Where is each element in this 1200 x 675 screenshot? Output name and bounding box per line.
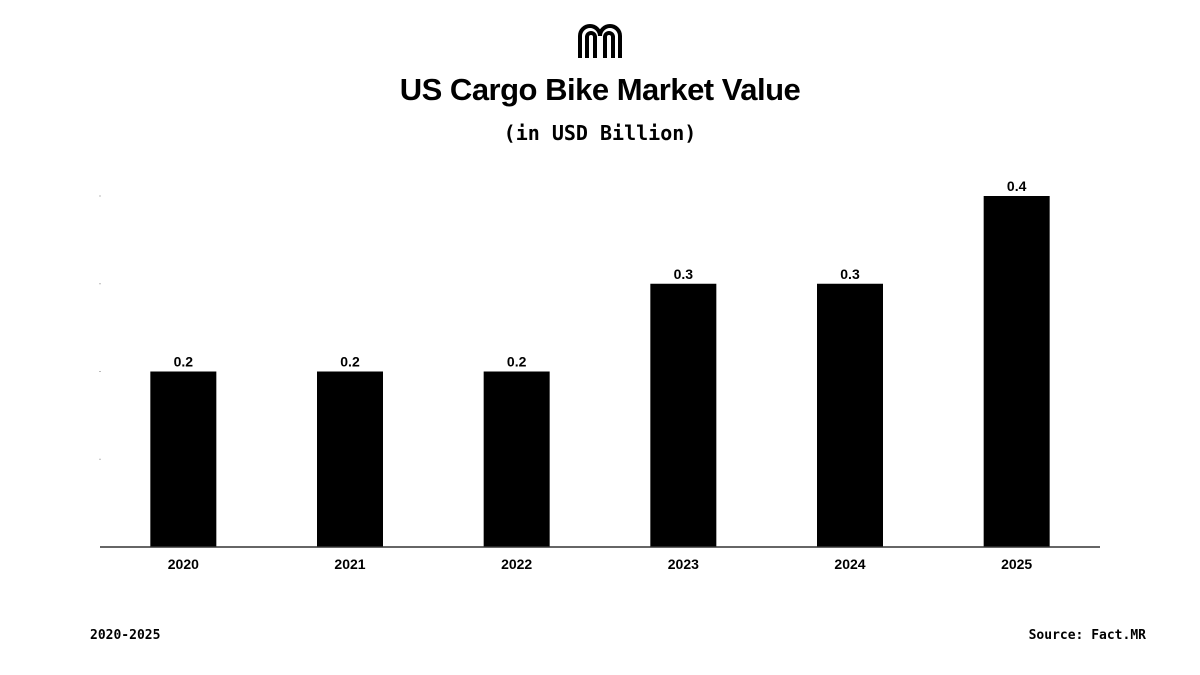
data-label-2020: 0.2 — [174, 354, 194, 370]
data-label-2024: 0.3 — [840, 266, 860, 282]
x-tick-label-2020: 2020 — [168, 556, 199, 572]
x-tick-label-2021: 2021 — [334, 556, 365, 572]
chart-subtitle: (in USD Billion) — [503, 121, 697, 145]
x-tick-label-2022: 2022 — [501, 556, 532, 572]
bar-2020 — [150, 371, 217, 547]
x-tick-label-2025: 2025 — [1001, 556, 1032, 572]
bar-2022 — [483, 371, 550, 547]
period-label: 2020-2025 — [90, 628, 161, 643]
data-label-2021: 0.2 — [340, 354, 360, 370]
x-tick-label-2023: 2023 — [668, 556, 699, 572]
data-label-2025: 0.4 — [1007, 178, 1027, 194]
data-label-2023: 0.3 — [674, 266, 694, 282]
bar-2021 — [317, 371, 383, 547]
chart-title: US Cargo Bike Market Value — [399, 72, 801, 107]
source-label: Source: Fact.MR — [1028, 628, 1146, 643]
x-tick-label-2024: 2024 — [834, 556, 865, 572]
data-label-2022: 0.2 — [507, 354, 527, 370]
bar-2024 — [817, 283, 883, 547]
factmr-logo-icon — [578, 24, 622, 58]
bar-2025 — [983, 196, 1050, 547]
bar-2023 — [650, 283, 717, 547]
